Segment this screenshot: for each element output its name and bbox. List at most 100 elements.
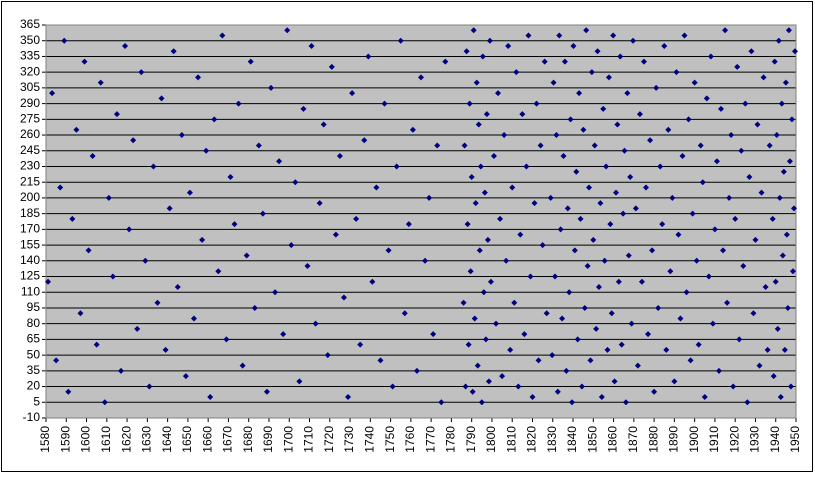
point: [756, 362, 763, 369]
point: [158, 95, 165, 102]
point: [239, 362, 246, 369]
x-tick-label: 1770: [423, 426, 437, 453]
point: [373, 184, 380, 191]
point: [605, 74, 612, 81]
y-tick-label: 50: [27, 347, 41, 361]
point: [430, 331, 437, 338]
plot-area: [46, 25, 796, 418]
x-tick-label: 1930: [748, 426, 762, 453]
point: [754, 121, 761, 128]
point: [320, 121, 327, 128]
point: [574, 336, 581, 343]
point: [251, 304, 258, 311]
point: [583, 27, 590, 34]
point: [146, 383, 153, 390]
x-tick-label: 1830: [545, 426, 559, 453]
point: [434, 142, 441, 149]
point: [770, 373, 777, 380]
point: [663, 346, 670, 353]
point: [195, 74, 202, 81]
point: [752, 236, 759, 243]
point: [787, 383, 794, 390]
plot-border: [45, 24, 797, 419]
point: [503, 257, 510, 264]
point: [578, 383, 585, 390]
point: [418, 74, 424, 81]
point: [61, 37, 68, 44]
point: [332, 231, 339, 238]
point: [470, 27, 477, 34]
point: [760, 74, 767, 81]
point: [791, 48, 798, 55]
point: [618, 341, 625, 348]
point: [722, 27, 729, 34]
point: [113, 111, 120, 118]
x-tick-label: 1710: [302, 426, 316, 453]
point: [762, 284, 769, 290]
y-tick-label: 155: [20, 237, 40, 251]
point: [571, 247, 578, 254]
point: [405, 221, 412, 228]
point: [49, 90, 56, 97]
point: [174, 284, 181, 290]
x-tick-label: 1880: [646, 426, 660, 453]
point: [268, 84, 274, 91]
point: [699, 179, 706, 186]
point: [276, 158, 283, 165]
point: [511, 299, 518, 306]
point: [505, 42, 512, 49]
point: [485, 378, 492, 385]
point: [89, 153, 96, 159]
point: [509, 184, 516, 191]
point: [778, 100, 785, 107]
point: [340, 294, 347, 301]
y-tick-label: 260: [20, 127, 40, 141]
y-tick-label: 65: [27, 332, 41, 346]
point: [560, 153, 567, 159]
point: [284, 27, 291, 34]
point: [361, 137, 368, 144]
point: [531, 200, 538, 207]
point: [259, 210, 266, 217]
point: [703, 95, 710, 102]
x-tick-label: 1900: [687, 426, 701, 453]
point: [689, 210, 696, 217]
point: [243, 252, 250, 259]
point: [438, 399, 445, 406]
point: [288, 242, 295, 249]
point: [601, 257, 608, 264]
point: [166, 205, 173, 212]
y-tick-label: 20: [27, 379, 41, 393]
point: [693, 257, 700, 264]
point: [422, 257, 429, 264]
point: [679, 153, 686, 159]
point: [292, 179, 299, 186]
point: [567, 116, 574, 123]
y-tick-label: 275: [20, 111, 40, 125]
point: [783, 231, 790, 238]
point: [622, 399, 629, 406]
point: [231, 221, 238, 228]
point: [507, 346, 514, 353]
x-tick-label: 1870: [626, 426, 640, 453]
point: [170, 48, 177, 55]
point: [357, 341, 364, 348]
point: [101, 399, 108, 406]
point: [460, 299, 467, 306]
point: [300, 105, 307, 112]
point: [324, 352, 331, 359]
point: [593, 325, 600, 332]
point: [336, 153, 343, 159]
point: [480, 289, 487, 296]
point: [685, 116, 692, 123]
point: [580, 126, 587, 133]
y-tick-label: 215: [20, 174, 40, 188]
point: [776, 194, 783, 201]
point: [85, 247, 92, 254]
point: [529, 394, 536, 401]
point: [614, 121, 621, 128]
x-tick-label: 1650: [180, 426, 194, 453]
y-tick-label: 185: [20, 206, 40, 220]
y-tick-label: 320: [20, 64, 40, 78]
